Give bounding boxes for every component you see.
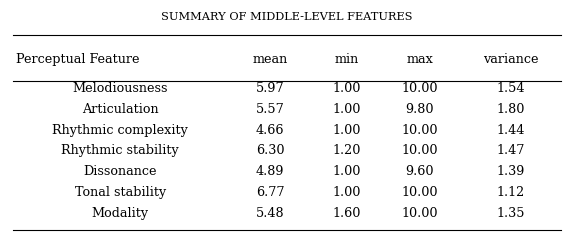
Text: mean: mean <box>253 53 288 65</box>
Text: Rhythmic stability: Rhythmic stability <box>61 144 179 158</box>
Text: 4.66: 4.66 <box>256 124 284 137</box>
Text: 1.54: 1.54 <box>496 82 525 95</box>
Text: 4.89: 4.89 <box>256 165 284 178</box>
Text: Modality: Modality <box>92 207 149 220</box>
Text: 5.97: 5.97 <box>256 82 284 95</box>
Text: 1.00: 1.00 <box>332 103 360 116</box>
Text: 1.44: 1.44 <box>496 124 525 137</box>
Text: 6.77: 6.77 <box>256 186 284 199</box>
Text: 10.00: 10.00 <box>402 207 438 220</box>
Text: 1.20: 1.20 <box>332 144 360 158</box>
Text: 9.80: 9.80 <box>406 103 434 116</box>
Text: variance: variance <box>483 53 538 65</box>
Text: SUMMARY OF MIDDLE-LEVEL FEATURES: SUMMARY OF MIDDLE-LEVEL FEATURES <box>161 12 413 22</box>
Text: 1.00: 1.00 <box>332 82 360 95</box>
Text: Melodiousness: Melodiousness <box>72 82 168 95</box>
Text: 10.00: 10.00 <box>402 186 438 199</box>
Text: Articulation: Articulation <box>82 103 158 116</box>
Text: 1.35: 1.35 <box>496 207 525 220</box>
Text: 1.00: 1.00 <box>332 165 360 178</box>
Text: 9.60: 9.60 <box>406 165 434 178</box>
Text: Tonal stability: Tonal stability <box>75 186 166 199</box>
Text: 10.00: 10.00 <box>402 82 438 95</box>
Text: 1.47: 1.47 <box>496 144 525 158</box>
Text: Perceptual Feature: Perceptual Feature <box>15 53 139 65</box>
Text: 5.57: 5.57 <box>255 103 284 116</box>
Text: 6.30: 6.30 <box>256 144 284 158</box>
Text: 1.00: 1.00 <box>332 186 360 199</box>
Text: 1.39: 1.39 <box>496 165 525 178</box>
Text: 1.00: 1.00 <box>332 124 360 137</box>
Text: Dissonance: Dissonance <box>83 165 157 178</box>
Text: 1.60: 1.60 <box>332 207 360 220</box>
Text: min: min <box>334 53 359 65</box>
Text: 1.12: 1.12 <box>496 186 525 199</box>
Text: max: max <box>406 53 433 65</box>
Text: 10.00: 10.00 <box>402 144 438 158</box>
Text: 1.80: 1.80 <box>496 103 525 116</box>
Text: 5.48: 5.48 <box>256 207 284 220</box>
Text: 10.00: 10.00 <box>402 124 438 137</box>
Text: Rhythmic complexity: Rhythmic complexity <box>52 124 188 137</box>
